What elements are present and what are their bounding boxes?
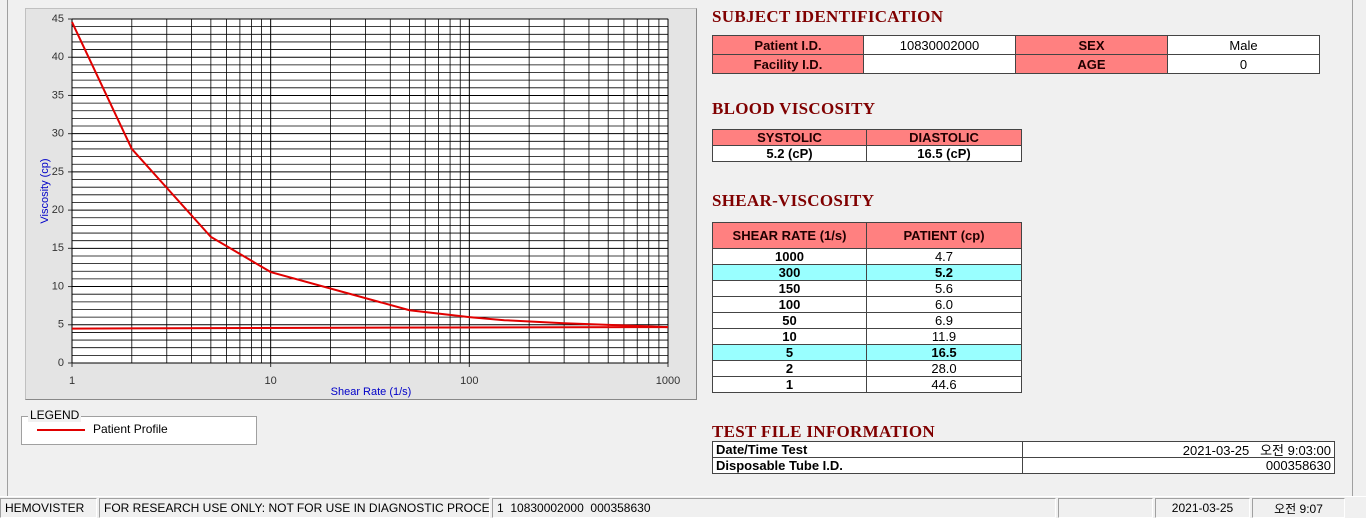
legend-title: LEGEND [28,408,82,422]
section-title: BLOOD VISCOSITY [712,99,876,118]
y-axis-title: Viscosity (cp) [39,158,51,223]
chart: Shear Rate (1/s) Viscosity (cp) 0 5 10 15 20… [39,13,680,398]
x-tick-label: 1000 [656,375,680,387]
status-cell: 2021-03-25 [1155,498,1250,518]
table-cell: 5.6 [866,280,1022,297]
legend-swatch [37,429,85,431]
y-tick-label: 0 [58,357,64,369]
table-cell: AGE [1015,54,1168,74]
data-line [71,326,669,330]
table-cell: 44.6 [866,376,1022,393]
table-cell: 2 [712,360,867,377]
y-tick-label: 40 [52,51,64,63]
y-tick-label: 10 [52,280,64,292]
y-tick-label: 30 [52,128,64,140]
x-axis-title: Shear Rate (1/s) [331,386,412,398]
x-tick-label: 1 [69,375,75,387]
table-cell: 28.0 [866,360,1022,377]
y-tick-label: 5 [58,319,64,331]
status-cell: HEMOVISTER [0,498,97,518]
data-line [71,21,669,329]
table-cell: 4.7 [866,248,1022,265]
right-edge [1352,0,1353,496]
table-cell: 16.5 (cP) [866,145,1022,162]
y-tick-label: 45 [52,13,64,25]
section-title: SUBJECT IDENTIFICATION [712,7,944,26]
table-cell: 5.2 [866,264,1022,281]
status-cell: 오전 9:07 [1252,498,1345,518]
y-tick-label: 25 [52,166,64,178]
section-title: SHEAR-VISCOSITY [712,191,875,210]
table-cell: 16.5 [866,344,1022,361]
status-cell: 1 10830002000 000358630 [492,498,1056,518]
table-cell: 11.9 [866,328,1022,345]
y-tick-label: 15 [52,242,64,254]
table-cell: 000358630 [1022,457,1335,474]
table-cell: 300 [712,264,867,281]
table-cell: Patient I.D. [712,35,864,55]
x-tick-label: 10 [265,375,277,387]
table-cell: 10830002000 [863,35,1016,55]
table-cell: 150 [712,280,867,297]
status-cell [1058,498,1153,518]
status-bar [0,496,1366,518]
table-cell: SHEAR RATE (1/s) [712,222,867,249]
table-cell: 10 [712,328,867,345]
legend-label: Patient Profile [93,422,168,436]
plot-area [71,18,669,364]
table-cell: DIASTOLIC [866,129,1022,146]
table-cell: 0 [1167,54,1320,74]
status-cell: FOR RESEARCH USE ONLY: NOT FOR USE IN DI… [99,498,490,518]
table-cell: 50 [712,312,867,329]
x-tick-label: 100 [460,375,478,387]
legend-items: Patient Profile [22,417,256,444]
table-cell: 1 [712,376,867,393]
y-tick-label: 20 [52,204,64,216]
table-cell: Date/Time Test [712,441,1023,458]
y-tick-label: 35 [52,89,64,101]
table-cell: 6.0 [866,296,1022,313]
left-edge [7,0,8,496]
table-cell [863,54,1016,74]
table-cell: 1000 [712,248,867,265]
table-cell: Male [1167,35,1320,55]
table-cell: 6.9 [866,312,1022,329]
table-cell: 2021-03-25 오전 9:03:00 [1022,441,1335,458]
table-cell: PATIENT (cp) [866,222,1022,249]
table-cell: SEX [1015,35,1168,55]
table-cell: 5 [712,344,867,361]
table-cell: SYSTOLIC [712,129,867,146]
table-cell: 5.2 (cP) [712,145,867,162]
table-cell: Facility I.D. [712,54,864,74]
table-cell: 100 [712,296,867,313]
section-title: TEST FILE INFORMATION [712,422,935,441]
table-cell: Disposable Tube I.D. [712,457,1023,474]
